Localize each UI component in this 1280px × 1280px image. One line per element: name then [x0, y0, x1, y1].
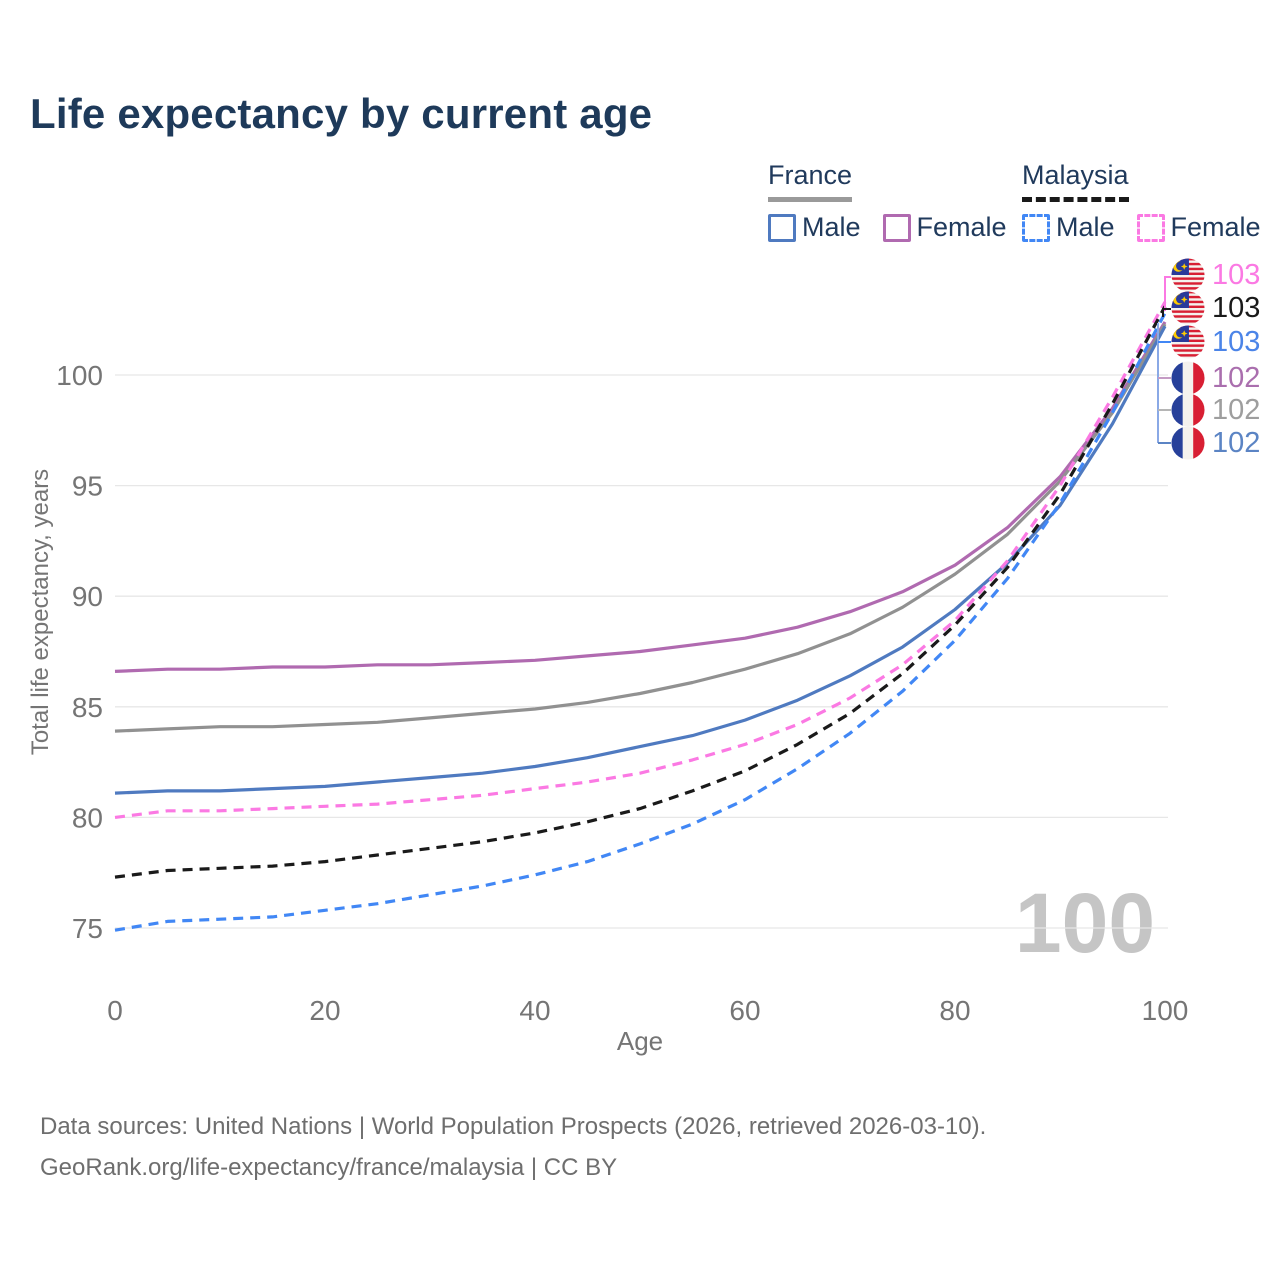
series-line-malaysia-female — [114, 301, 1167, 819]
series-line-france-both — [114, 323, 1167, 733]
series-line-france-female — [114, 321, 1167, 673]
end-label-value: 103 — [1212, 259, 1261, 291]
connector-malaysia-both — [1162, 308, 1171, 317]
x-tick-label-60: 60 — [729, 995, 760, 1026]
end-label-row-1: 103 — [1171, 291, 1260, 325]
malaysia-flag-icon — [1171, 291, 1205, 325]
x-tick-label-20: 20 — [309, 995, 340, 1026]
legend-checkbox-malaysia-male[interactable] — [1022, 213, 1050, 242]
end-label-value: 102 — [1212, 394, 1261, 426]
legend-label-malaysia-female[interactable]: Female — [1170, 212, 1261, 242]
x-tick-label-80: 80 — [939, 995, 970, 1026]
chart-footer: Data sources: United Nations | World Pop… — [40, 1106, 986, 1188]
y-tick-label-80: 80 — [72, 802, 103, 833]
france-flag-icon — [1171, 393, 1205, 427]
end-label-row-0: 103 — [1171, 258, 1260, 292]
legend-checkbox-malaysia-female[interactable] — [1136, 213, 1165, 242]
footer-data-sources: Data sources: United Nations | World Pop… — [40, 1113, 987, 1140]
end-label-row-4: 102 — [1171, 393, 1260, 427]
end-label-value: 102 — [1212, 427, 1261, 459]
y-tick-label-100: 100 — [56, 360, 103, 391]
connector-malaysia-female — [1164, 276, 1171, 311]
end-label-value: 103 — [1212, 326, 1261, 358]
legend-checkbox-france-male[interactable] — [768, 213, 796, 242]
legend-group-france: France Male Female — [768, 160, 1007, 243]
x-tick-label-0: 0 — [107, 995, 123, 1026]
end-label-value: 103 — [1212, 292, 1261, 324]
legend-title-malaysia: Malaysia — [1022, 160, 1129, 202]
footer-attribution: GeoRank.org/life-expectancy/france/malay… — [40, 1154, 618, 1181]
end-label-row-3: 102 — [1171, 361, 1260, 395]
malaysia-flag-icon — [1171, 258, 1205, 292]
age-watermark: 100 — [1015, 876, 1155, 970]
y-tick-label-85: 85 — [72, 692, 103, 723]
series-line-malaysia-both — [114, 305, 1167, 879]
end-label-row-2: 103 — [1171, 325, 1260, 359]
france-flag-icon — [1171, 361, 1205, 395]
series-line-france-male — [114, 325, 1167, 795]
france-flag-icon — [1171, 426, 1205, 460]
malaysia-flag-icon — [1171, 325, 1205, 359]
y-tick-label-95: 95 — [72, 471, 103, 502]
legend-title-france: France — [768, 160, 853, 202]
page-title: Life expectancy by current age — [30, 90, 653, 137]
end-label-row-5: 102 — [1171, 426, 1260, 460]
legend-checkbox-france-female[interactable] — [882, 213, 911, 242]
y-tick-label-75: 75 — [72, 913, 103, 944]
x-tick-label-100: 100 — [1142, 995, 1189, 1026]
y-tick-label-90: 90 — [72, 581, 103, 612]
legend-label-france-female[interactable]: Female — [916, 212, 1007, 242]
y-axis-title: Total life expectancy, years — [27, 469, 54, 755]
legend-label-france-male[interactable]: Male — [802, 212, 861, 242]
legend-group-malaysia: Malaysia Male Female — [1022, 160, 1261, 243]
series-line-malaysia-male — [114, 312, 1167, 932]
legend-label-malaysia-male[interactable]: Male — [1056, 212, 1115, 242]
x-tick-label-40: 40 — [519, 995, 550, 1026]
x-axis-title: Age — [617, 1026, 663, 1056]
end-label-value: 102 — [1212, 362, 1261, 394]
